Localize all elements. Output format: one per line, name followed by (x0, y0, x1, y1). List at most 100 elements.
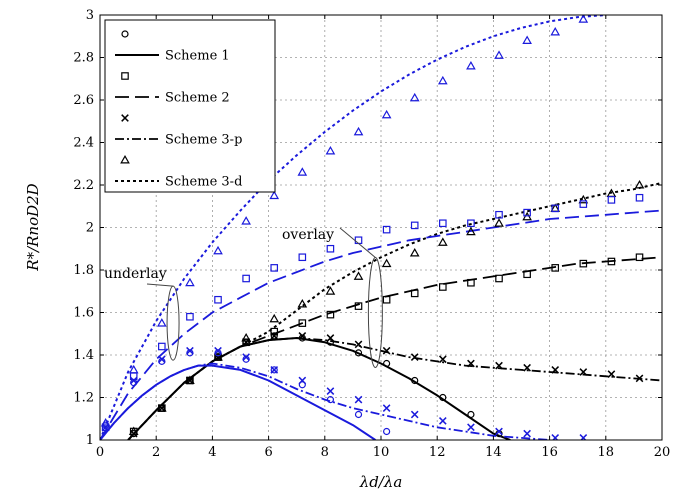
overlay-scheme-1-point (270, 332, 278, 340)
underlay-scheme-2-point (523, 208, 531, 217)
ticks: 0 2 4 6 8 10 12 14 16 18 20 1 1.2 1.4 1.6 1.8 2 2.2 2.4 2.6… (73, 8, 670, 460)
legend-marker-x (121, 114, 129, 122)
underlay-scheme-3-p-point (214, 346, 222, 355)
underlay-scheme-3-d-point (185, 277, 195, 287)
y-tick-label: 2.2 (73, 178, 94, 193)
legend-marker-circle (121, 30, 129, 38)
y-tick-label: 1.4 (73, 348, 94, 363)
overlay-scheme-1-point (383, 359, 391, 368)
y-tick-label: 2.4 (73, 136, 94, 151)
overlay-scheme-3-d-point (634, 179, 645, 189)
underlay-scheme-3-d-point (522, 35, 532, 44)
annotation-overlay-label: overlay (282, 227, 334, 243)
overlay-scheme-2-point (523, 270, 531, 279)
underlay-scheme-3-d-point (409, 92, 420, 102)
overlay-scheme-3-p-point (354, 340, 363, 349)
underlay-scheme-3-d-point (466, 60, 476, 70)
underlay-scheme-3-p-point (382, 404, 391, 412)
overlay-scheme-3-d-point (353, 271, 364, 280)
underlay-scheme-3-d-point (437, 75, 448, 85)
overlay-scheme-3-d-point (156, 403, 167, 412)
underlay-scheme-3-p-point (551, 434, 560, 440)
underlay-scheme-1-point (298, 381, 306, 389)
underlay-scheme-3-d-point (269, 190, 280, 200)
annotation-underlay-leader (146, 283, 174, 287)
underlay-scheme-2-point (242, 274, 250, 283)
underlay-scheme-2-point (298, 253, 307, 262)
overlay-scheme-3-p-point (270, 332, 279, 340)
underlay-scheme-1-point (354, 410, 363, 419)
overlay-scheme-2-point (551, 264, 560, 272)
underlay-scheme-3-p-point (242, 353, 250, 361)
overlay-scheme-3-d-point (269, 313, 280, 323)
overlay-scheme-3-d-point (241, 332, 251, 342)
underlay-scheme-3-p-point (270, 366, 279, 374)
underlay-scheme-3-p-point (495, 427, 503, 436)
underlay-scheme-3-d-point (128, 364, 139, 374)
underlay-scheme-3-d-point (213, 245, 223, 255)
underlay-scheme-3-p-point (298, 376, 307, 385)
underlay-scheme-3-d-point (353, 126, 364, 136)
overlay-scheme-3-p-point (551, 366, 560, 374)
overlay-scheme-3-p-point (607, 370, 616, 378)
underlay-scheme-3-p-point (354, 395, 363, 404)
overlay-scheme-3-p-point (523, 363, 531, 372)
overlay-scheme-3-p-point (635, 374, 644, 383)
legend-label: Scheme 3-p (165, 133, 242, 148)
overlay-scheme-2-point (242, 338, 250, 347)
overlay-scheme-2-point (495, 274, 503, 283)
overlay-scheme-2-point (607, 257, 616, 266)
annotations: underlay overlay (104, 227, 383, 368)
x-tick-label: 6 (264, 445, 272, 460)
underlay-scheme-1-point (383, 427, 391, 436)
overlay-scheme-2-point (439, 283, 447, 291)
overlay-scheme-3-p-point (438, 355, 447, 364)
overlay-scheme-3-d-point (437, 237, 448, 246)
x-tick-label: 4 (208, 445, 216, 460)
y-tick-label: 3 (86, 8, 94, 23)
overlay-scheme-3-d-point (128, 426, 139, 435)
y-tick-label: 2.6 (73, 93, 94, 108)
underlay-scheme-2-point (635, 193, 644, 202)
overlay-scheme-2-point (382, 295, 391, 304)
x-tick-label: 2 (152, 445, 160, 460)
x-tick-label: 18 (598, 445, 615, 460)
overlay-scheme-2-point (410, 289, 419, 298)
overlay-scheme-1-point (411, 376, 419, 385)
y-tick-label: 1.8 (73, 263, 94, 278)
y-axis-label: R*/RnoD2D (24, 183, 42, 271)
underlay-scheme-2-point (186, 312, 194, 321)
y-tick-label: 2.8 (73, 51, 94, 66)
underlay-scheme-3-p-point (410, 410, 419, 419)
underlay-scheme-2-point (579, 200, 588, 208)
y-tick-label: 2 (86, 221, 94, 236)
overlay-scheme-1-point (326, 338, 335, 346)
x-tick-label: 14 (485, 445, 502, 460)
x-tick-label: 10 (373, 445, 390, 460)
overlay-scheme-3-d-point (494, 218, 504, 227)
underlay-scheme-3-d-point (156, 318, 167, 327)
legend-label: Scheme 3-d (165, 175, 242, 190)
underlay-scheme-3-d-point (578, 15, 589, 23)
y-tick-label: 1 (86, 433, 94, 448)
legend-box (104, 19, 276, 193)
underlay-scheme-3-d-point (100, 417, 111, 427)
underlay-scheme-2-point (551, 204, 560, 213)
overlay-scheme-3-d-point (381, 258, 392, 268)
underlay-scheme-2-point (382, 225, 391, 234)
overlay-scheme-3-p-point (467, 359, 475, 368)
underlay-scheme-1-point (270, 366, 278, 374)
annotation-overlay-leader (339, 227, 376, 258)
underlay-scheme-3-d-point (550, 26, 561, 36)
overlay-scheme-3-d-point (578, 194, 589, 204)
underlay-scheme-1-point (326, 396, 335, 404)
overlay-scheme-1-point (467, 410, 475, 419)
underlay-scheme-3-p-line (100, 362, 550, 440)
underlay-scheme-2-point (158, 342, 166, 351)
underlay-scheme-2-point (326, 244, 335, 253)
y-tick-label: 1.6 (73, 306, 94, 321)
overlay-scheme-3-p-point (382, 346, 391, 355)
y-tick-label: 1.2 (73, 391, 94, 406)
overlay-scheme-3-p-point (242, 338, 250, 347)
